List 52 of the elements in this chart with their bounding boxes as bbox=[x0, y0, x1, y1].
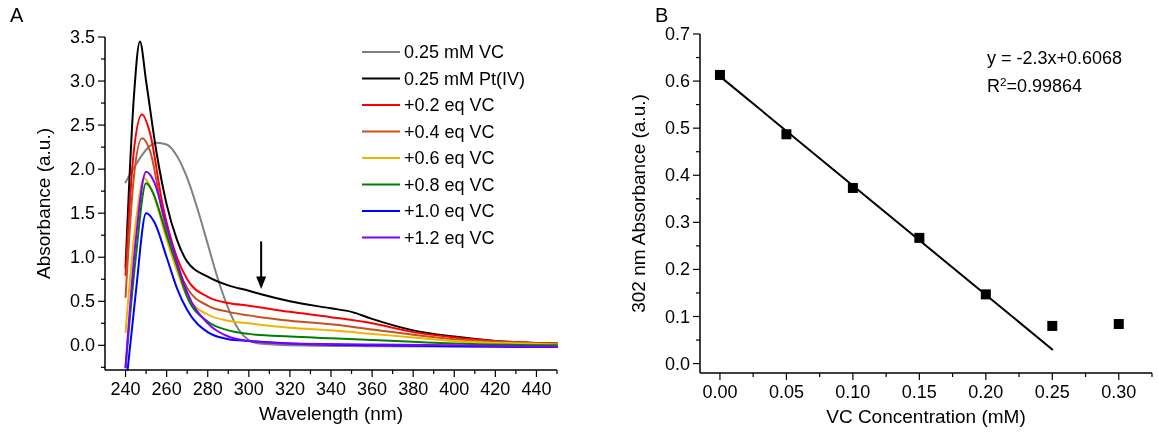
x-tick-label: 360 bbox=[357, 379, 388, 399]
point bbox=[1047, 320, 1058, 331]
y-tick-label: 2.5 bbox=[69, 115, 95, 136]
legend-label: +1.2 eq VC bbox=[404, 227, 495, 248]
x-tick-label: 0.05 bbox=[768, 382, 804, 402]
chart-title: B bbox=[655, 4, 669, 26]
y-tick-label: 0.0 bbox=[69, 335, 95, 356]
x-tick-label: 0.10 bbox=[835, 382, 871, 402]
legend-label: 0.25 mM Pt(IV) bbox=[404, 68, 526, 89]
legend-label: +0.6 eq VC bbox=[404, 148, 495, 168]
x-tick-label: 340 bbox=[315, 379, 347, 399]
chart-title: A bbox=[10, 4, 24, 26]
legend-label: 0.25 mM VC bbox=[404, 42, 505, 62]
point bbox=[1113, 319, 1124, 330]
x-tick-label: 300 bbox=[233, 379, 264, 399]
x-tick-label: 440 bbox=[521, 379, 552, 399]
y-tick-label: 3.0 bbox=[69, 71, 95, 92]
x-tick-label: 240 bbox=[110, 379, 141, 399]
y-tick-label: 0.7 bbox=[664, 24, 690, 44]
x-axis-title: Wavelength (nm) bbox=[259, 403, 403, 424]
x-tick-label: 380 bbox=[398, 379, 429, 399]
y-tick-label: 0.6 bbox=[664, 71, 690, 92]
y-tick-label: 0.1 bbox=[664, 306, 690, 327]
x-tick-label: 0.00 bbox=[702, 382, 738, 402]
y-axis-title: Absorbance (a.u.) bbox=[33, 127, 54, 280]
y-tick-label: 0.5 bbox=[664, 118, 690, 139]
y-tick-label: 2.0 bbox=[69, 159, 95, 180]
y-tick-label: 1.5 bbox=[69, 203, 95, 224]
x-tick-label: 0.30 bbox=[1101, 382, 1137, 402]
x-axis-title: VC Concentration (mM) bbox=[826, 406, 1026, 427]
legend-label: +1.0 eq VC bbox=[404, 201, 495, 221]
y-axis-title: 302 nm Absorbance (a.u.) bbox=[628, 94, 649, 313]
x-tick-label: 280 bbox=[192, 379, 223, 399]
y-tick-label: 0.0 bbox=[664, 353, 690, 374]
y-tick-label: 0.2 bbox=[664, 259, 690, 280]
x-tick-label: 0.15 bbox=[901, 382, 937, 402]
x-tick-label: 0.20 bbox=[968, 382, 1004, 402]
x-tick-label: 0.25 bbox=[1034, 382, 1070, 402]
x-tick-label: 260 bbox=[151, 379, 182, 399]
y-tick-label: 0.5 bbox=[69, 291, 95, 312]
legend-label: +0.4 eq VC bbox=[404, 121, 495, 142]
y-tick-label: 0.3 bbox=[664, 212, 690, 233]
x-tick-label: 400 bbox=[439, 379, 470, 399]
x-tick-label: 420 bbox=[480, 379, 511, 399]
x-tick-label: 320 bbox=[274, 379, 305, 399]
y-tick-label: 3.5 bbox=[69, 27, 95, 47]
annotation: y = -2.3x+0.6068 bbox=[987, 48, 1123, 68]
annotation: R$^{2}$=0.99864 bbox=[987, 74, 1083, 96]
y-tick-label: 1.0 bbox=[69, 247, 95, 268]
legend-label: +0.8 eq VC bbox=[404, 174, 495, 195]
legend-label: +0.2 eq VC bbox=[404, 95, 495, 115]
y-tick-label: 0.4 bbox=[664, 165, 690, 186]
